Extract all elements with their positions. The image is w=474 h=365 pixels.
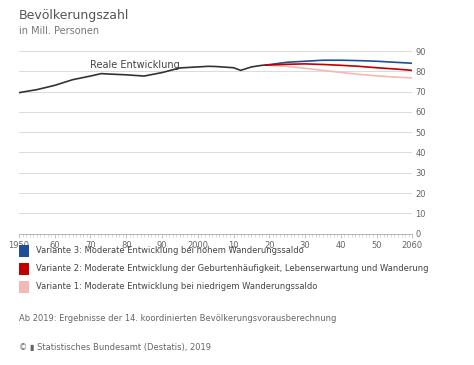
- Text: Reale Entwicklung: Reale Entwicklung: [91, 60, 180, 70]
- Text: Variante 3: Moderate Entwicklung bei hohem Wanderungssaldo: Variante 3: Moderate Entwicklung bei hoh…: [36, 246, 303, 254]
- Text: Variante 2: Moderate Entwicklung der Geburtenhäufigkeit, Lebenserwartung und Wan: Variante 2: Moderate Entwicklung der Geb…: [36, 264, 428, 273]
- Text: Bevölkerungszahl: Bevölkerungszahl: [19, 9, 129, 22]
- Text: in Mill. Personen: in Mill. Personen: [19, 26, 99, 35]
- Text: Variante 1: Moderate Entwicklung bei niedrigem Wanderungssaldo: Variante 1: Moderate Entwicklung bei nie…: [36, 282, 317, 291]
- Text: Ab 2019: Ergebnisse der 14. koordinierten Bevölkerungsvorausberechnung: Ab 2019: Ergebnisse der 14. koordinierte…: [19, 314, 337, 323]
- Text: © ▮ Statistisches Bundesamt (Destatis), 2019: © ▮ Statistisches Bundesamt (Destatis), …: [19, 343, 211, 352]
